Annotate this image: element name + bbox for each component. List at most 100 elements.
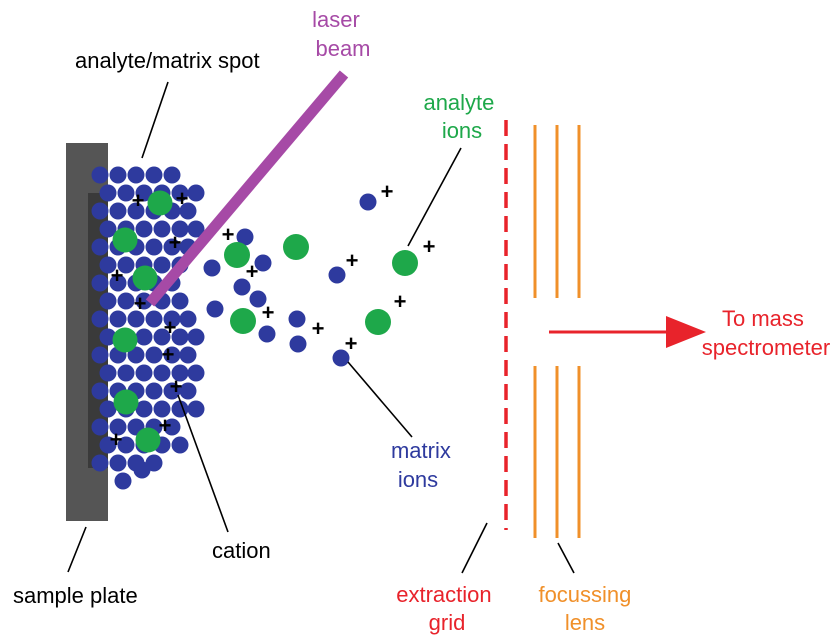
matrix-particle [163, 166, 181, 184]
cation-plus-mark: + [162, 342, 175, 367]
matrix-particle [153, 328, 171, 346]
matrix-particle [117, 256, 135, 274]
matrix-ion [236, 228, 254, 246]
matrix-particle [145, 346, 163, 364]
cation-plus-mark: + [170, 374, 183, 399]
sample-plate-label: sample plate [13, 583, 138, 608]
matrix-particle [99, 328, 117, 346]
matrix-ion [289, 335, 307, 353]
matrix-particle [153, 256, 171, 274]
analyte-ion [283, 234, 309, 260]
to-mass-label-line1: To mass [722, 306, 804, 331]
analyte-ion [365, 309, 391, 335]
matrix-ion [328, 266, 346, 284]
matrix-particle [135, 184, 153, 202]
focussing-lens [533, 125, 581, 538]
matrix-particle [171, 220, 189, 238]
matrix-particle [135, 400, 153, 418]
matrix-particle [171, 328, 189, 346]
spot-analyte-particles [112, 190, 173, 453]
matrix-particle [109, 310, 127, 328]
matrix-particle [99, 436, 117, 454]
matrix-particle [99, 400, 117, 418]
matrix-particle [187, 220, 205, 238]
spot-matrix-particles [91, 166, 205, 490]
leader-lines [67, 81, 575, 574]
matrix-particle [135, 364, 153, 382]
spot-cation-marks: + +++++++++ [110, 186, 189, 452]
analyte-particle [132, 265, 158, 291]
matrix-particle [153, 400, 171, 418]
cation-plus-mark: + [312, 316, 325, 341]
matrix-particle [187, 328, 205, 346]
matrix-particle [171, 292, 189, 310]
matrix-particle [145, 310, 163, 328]
matrix-particle [135, 220, 153, 238]
matrix-particle [163, 310, 181, 328]
matrix-particle [179, 382, 197, 400]
matrix-ion [258, 325, 276, 343]
cation-label: cation [212, 538, 271, 563]
cation-plus-mark: + [134, 291, 147, 316]
matrix-particle [145, 238, 163, 256]
to-mass-spectrometer-label: To mass spectrometer [702, 306, 830, 360]
analyte-ion [392, 250, 418, 276]
cation-plus-mark: + [381, 179, 394, 204]
matrix-particle [91, 202, 109, 220]
spot-leader [141, 81, 169, 159]
matrix-particle [99, 220, 117, 238]
matrix-particle [179, 202, 197, 220]
plume-analyte-particles [224, 234, 418, 335]
matrix-particle [117, 364, 135, 382]
focussing-lens-label-line1: focussing [538, 582, 631, 607]
matrix-ion [249, 290, 267, 308]
focussing-lens-label: focussing lens [538, 582, 637, 635]
cation-plus-mark: + [132, 188, 145, 213]
matrix-ion [203, 259, 221, 277]
matrix-particle [163, 382, 181, 400]
extraction-grid-label-line1: extraction [396, 582, 491, 607]
matrix-particle [117, 292, 135, 310]
matrix-particle [99, 292, 117, 310]
matrix-particle [109, 454, 127, 472]
to-mass-arrow-head [666, 316, 706, 348]
matrix-ions-label-line1: matrix [391, 438, 451, 463]
cation-plus-mark: + [111, 263, 124, 288]
cation-plus-mark: + [176, 186, 189, 211]
cation-leader [177, 394, 229, 533]
plume-matrix-particles [203, 193, 377, 367]
matrix-particle [187, 400, 205, 418]
cation-plus-mark: + [164, 315, 177, 340]
cation-plus-mark: + [169, 230, 182, 255]
matrix-ion [233, 278, 251, 296]
matrix-ion [359, 193, 377, 211]
matrix-particle [91, 382, 109, 400]
matrix-ions-label: matrix ions [391, 438, 457, 492]
matrix-particle [109, 418, 127, 436]
matrix-ion [332, 349, 350, 367]
matrix-particle [99, 364, 117, 382]
cation-plus-mark: + [159, 413, 172, 438]
matrix-particle [91, 346, 109, 364]
matrix-particle [99, 184, 117, 202]
matrix-particle [127, 202, 145, 220]
matrix-ion [254, 254, 272, 272]
cation-plus-mark: + [222, 222, 235, 247]
matrix-particle [99, 256, 117, 274]
matrix-ion [288, 310, 306, 328]
plume-cation-marks: +++++++++ [222, 179, 436, 356]
analyte-ion [224, 242, 250, 268]
matrix-particle [179, 310, 197, 328]
matrix-particle [187, 184, 205, 202]
matrix-particle [171, 436, 189, 454]
matrix-particle [171, 184, 189, 202]
analyte-particle [135, 427, 161, 453]
cation-plus-mark: + [394, 289, 407, 314]
laser-beam-label-line2: beam [315, 36, 370, 61]
laser-beam-label-line1: laser [312, 7, 360, 32]
extraction-grid-leader [461, 522, 488, 574]
matrix-particle [91, 274, 109, 292]
cation-plus-mark: + [346, 248, 359, 273]
